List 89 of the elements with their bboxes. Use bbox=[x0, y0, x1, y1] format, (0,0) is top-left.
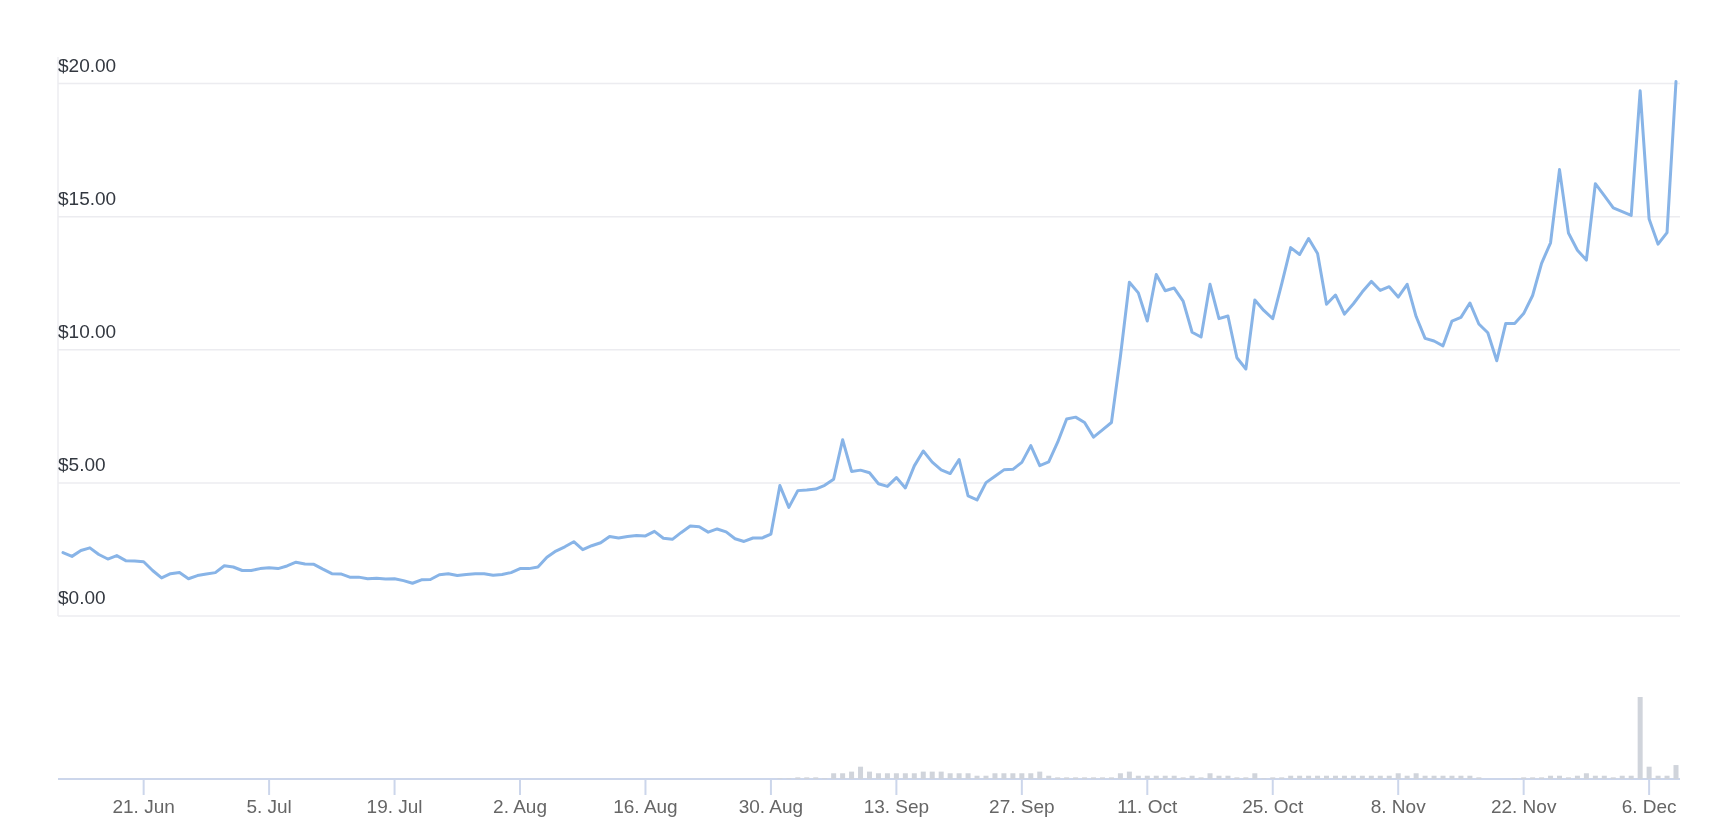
x-tick-label: 27. Sep bbox=[989, 796, 1055, 817]
y-tick-label: $20.00 bbox=[58, 54, 117, 76]
bar bbox=[1189, 775, 1195, 779]
bar bbox=[1628, 775, 1634, 779]
bar bbox=[1332, 775, 1338, 779]
bar bbox=[938, 771, 944, 779]
bar bbox=[1404, 775, 1410, 779]
y-tick-label: $15.00 bbox=[58, 187, 117, 209]
x-tick-label: 16. Aug bbox=[613, 796, 678, 817]
x-tick-label: 21. Jun bbox=[112, 796, 175, 817]
bar bbox=[893, 773, 899, 779]
bar bbox=[1126, 771, 1132, 779]
bar bbox=[1359, 775, 1365, 779]
bar bbox=[1207, 773, 1213, 779]
x-tick-label: 11. Oct bbox=[1117, 796, 1178, 817]
bar bbox=[1395, 773, 1401, 779]
bar bbox=[1637, 697, 1643, 779]
bar bbox=[1574, 775, 1580, 779]
bar bbox=[840, 773, 846, 779]
bar bbox=[867, 771, 872, 779]
bar bbox=[1413, 773, 1419, 779]
bar bbox=[1028, 773, 1034, 779]
bar bbox=[1001, 773, 1007, 779]
bar bbox=[1341, 775, 1347, 779]
bar bbox=[1350, 775, 1356, 779]
bar bbox=[1619, 775, 1625, 779]
bar bbox=[992, 773, 998, 779]
y-tick-label: $10.00 bbox=[58, 320, 117, 342]
x-tick-label: 6. Dec bbox=[1621, 796, 1677, 817]
bar bbox=[1037, 771, 1043, 779]
bar bbox=[1252, 773, 1258, 779]
bar bbox=[956, 773, 962, 779]
bar bbox=[1153, 775, 1159, 779]
bar bbox=[831, 773, 837, 779]
bar bbox=[1458, 775, 1464, 779]
bar bbox=[1583, 773, 1589, 779]
bar bbox=[1664, 775, 1670, 779]
bar bbox=[920, 771, 926, 779]
bar bbox=[974, 775, 980, 779]
bar bbox=[1601, 775, 1607, 779]
bar bbox=[1171, 775, 1177, 779]
x-tick-label: 2. Aug bbox=[493, 796, 547, 817]
bar bbox=[1216, 775, 1222, 779]
bar bbox=[983, 775, 989, 779]
bar bbox=[1557, 775, 1563, 779]
bar bbox=[1297, 775, 1303, 779]
bar bbox=[849, 771, 855, 779]
x-tick-label: 13. Sep bbox=[863, 796, 930, 817]
bar bbox=[1010, 773, 1016, 779]
bar bbox=[1449, 775, 1455, 779]
bar bbox=[875, 773, 881, 779]
bar bbox=[1467, 775, 1473, 779]
x-tick-label: 19. Jul bbox=[366, 796, 423, 817]
y-tick-label: $0.00 bbox=[58, 587, 106, 608]
bar bbox=[1386, 775, 1392, 779]
bar bbox=[858, 766, 864, 779]
x-tick-label: 30. Aug bbox=[738, 796, 804, 817]
bar bbox=[1144, 775, 1150, 779]
bar bbox=[1288, 775, 1294, 779]
bar bbox=[1592, 775, 1598, 779]
bar bbox=[965, 773, 971, 779]
bar bbox=[884, 773, 890, 779]
bar bbox=[902, 773, 908, 779]
y-tick-label: $5.00 bbox=[58, 453, 106, 475]
bar bbox=[1019, 773, 1025, 779]
bar bbox=[947, 773, 953, 779]
bar bbox=[1117, 773, 1123, 779]
x-tick-label: 8. Nov bbox=[1370, 796, 1427, 817]
bar bbox=[1422, 775, 1428, 779]
bar bbox=[1306, 775, 1312, 779]
x-tick-label: 25. Oct bbox=[1242, 796, 1305, 817]
x-tick-label: 22. Nov bbox=[1490, 796, 1557, 817]
bar bbox=[1046, 775, 1052, 779]
bar bbox=[1548, 775, 1554, 779]
bar bbox=[1162, 775, 1168, 779]
bar bbox=[911, 773, 917, 779]
bar bbox=[1646, 766, 1652, 779]
bar bbox=[1673, 765, 1679, 779]
bar bbox=[1324, 775, 1330, 779]
bar bbox=[1315, 775, 1321, 779]
bar bbox=[1368, 775, 1374, 779]
bar bbox=[1655, 775, 1661, 779]
bar bbox=[1225, 775, 1231, 779]
x-tick-label: 5. Jul bbox=[246, 796, 292, 817]
bar bbox=[1135, 775, 1141, 779]
bar bbox=[929, 771, 935, 779]
bar bbox=[1377, 775, 1383, 779]
bar bbox=[1431, 775, 1437, 779]
bar bbox=[1440, 775, 1446, 779]
